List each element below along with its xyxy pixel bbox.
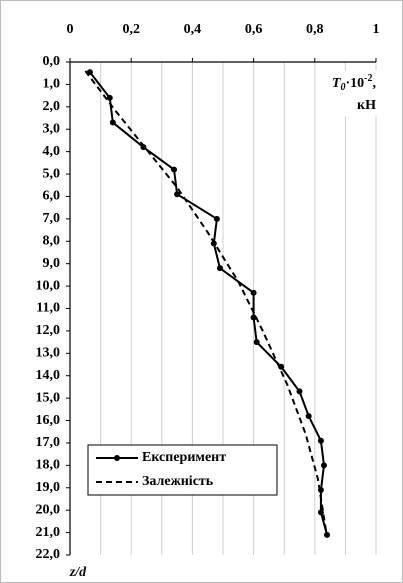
y-tick-label: 16,0: [36, 413, 61, 428]
data-point: [171, 166, 178, 173]
x-tick-label: 1: [373, 22, 380, 37]
y-tick-label: 10,0: [36, 278, 61, 293]
series-line: [84, 70, 329, 538]
data-point: [317, 509, 324, 516]
x-axis-title: T0·10-2,: [332, 73, 376, 93]
y-tick-label: 15,0: [36, 390, 61, 405]
y-tick-label: 5,0: [43, 166, 61, 181]
data-point: [317, 437, 324, 444]
x-axis-unit: кН: [357, 98, 376, 113]
x-tick-label: 0: [67, 22, 74, 37]
data-point: [250, 314, 257, 321]
data-point: [305, 413, 312, 420]
y-tick-label: 18,0: [36, 458, 61, 473]
x-tick-label: 0,6: [245, 22, 263, 37]
data-point: [253, 339, 260, 346]
x-tick-label: 0,2: [122, 22, 140, 37]
y-tick-label: 3,0: [43, 121, 61, 136]
y-tick-label: 17,0: [36, 435, 61, 450]
y-tick-label: 22,0: [36, 547, 61, 562]
data-point: [213, 215, 220, 222]
y-tick-label: 6,0: [43, 189, 61, 204]
y-tick-label: 14,0: [36, 368, 61, 383]
y-tick-label: 11,0: [36, 301, 60, 316]
y-tick-label: 13,0: [36, 346, 61, 361]
y-tick-label: 19,0: [36, 480, 61, 495]
x-label-main: T: [332, 76, 342, 91]
data-point: [174, 191, 181, 198]
data-point: [106, 94, 113, 101]
x-tick-label: 0,8: [306, 22, 324, 37]
data-point: [320, 462, 327, 469]
x-label-end: ,: [373, 76, 377, 91]
x-label-sup: -2: [364, 73, 372, 84]
data-point: [278, 363, 285, 370]
data-point: [296, 388, 303, 395]
legend-marker: [114, 455, 120, 461]
legend-box: [87, 444, 278, 496]
y-tick-label: 21,0: [36, 525, 61, 540]
x-label-mid: ·10: [345, 76, 364, 91]
y-tick-label: 9,0: [43, 256, 61, 271]
legend-label: Залежність: [142, 474, 214, 489]
y-tick-label: 1,0: [43, 77, 61, 92]
y-tick-label: 0,0: [43, 54, 61, 69]
x-label-sub: 0: [340, 82, 345, 93]
y-tick-label: 4,0: [43, 144, 61, 159]
data-point: [216, 265, 223, 272]
data-point: [109, 119, 116, 126]
y-tick-label: 12,0: [36, 323, 61, 338]
y-tick-label: 20,0: [36, 502, 61, 517]
y-tick-label: 2,0: [43, 99, 61, 114]
x-tick-label: 0,4: [184, 22, 202, 37]
data-point: [250, 289, 257, 296]
y-tick-label: 8,0: [43, 233, 61, 248]
legend-label: Експеримент: [142, 450, 226, 465]
x-label-bg: [320, 70, 378, 116]
y-tick-label: 7,0: [43, 211, 61, 226]
y-axis-title: z/d: [69, 565, 87, 580]
